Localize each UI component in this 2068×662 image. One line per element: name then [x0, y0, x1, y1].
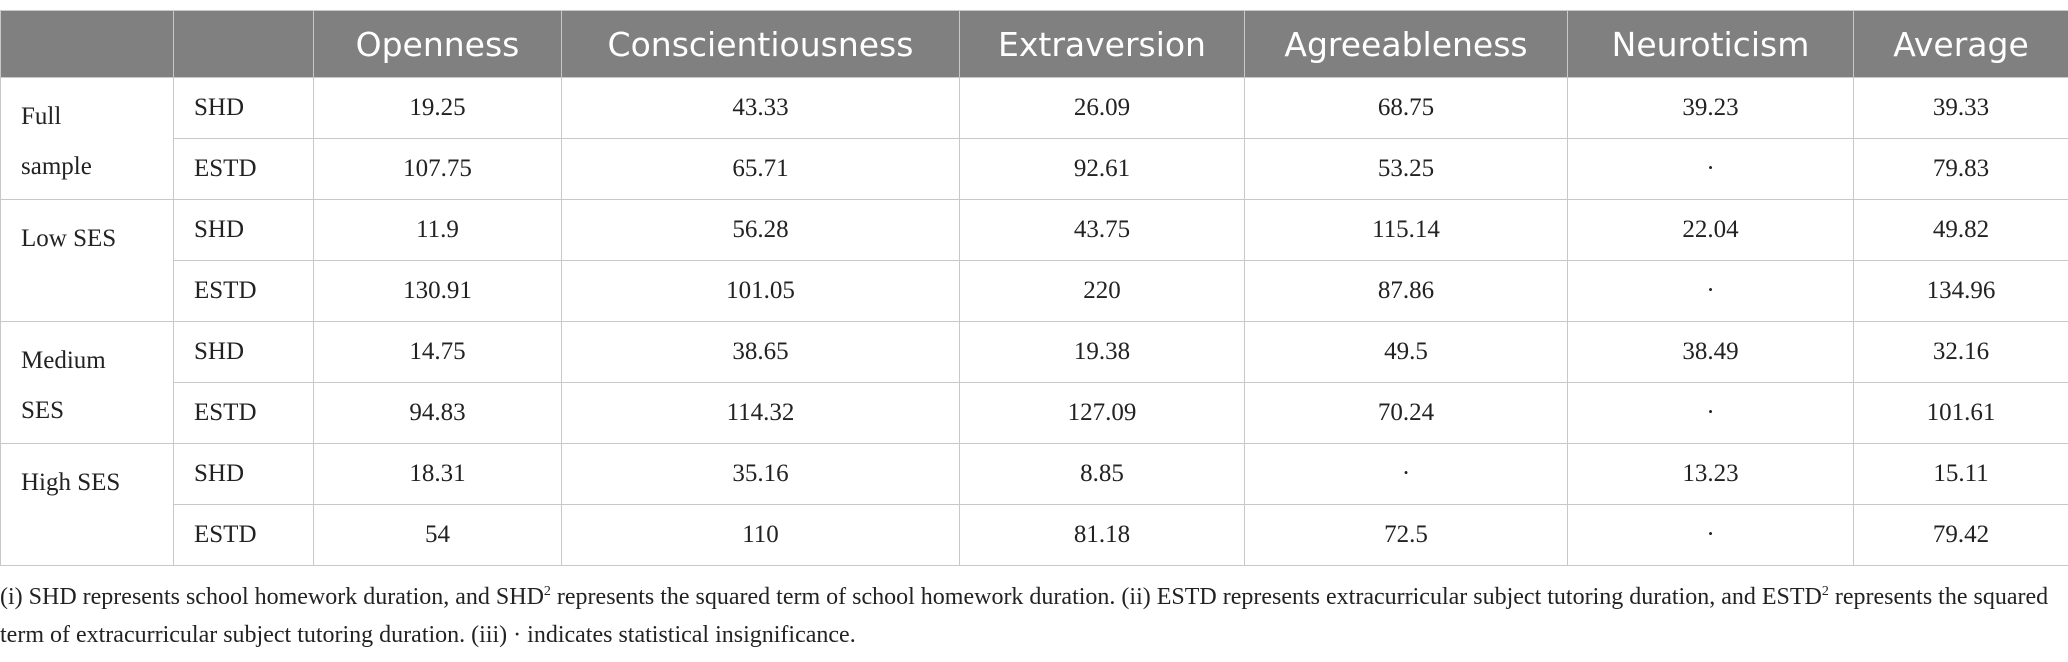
- group-label: Medium SES: [21, 347, 106, 424]
- value-cell: 56.28: [561, 199, 960, 261]
- table-body: Full sample SHD 19.25 43.33 26.09 68.75 39.23 3…: [0, 77, 2068, 566]
- value-cell: ·: [1567, 260, 1854, 322]
- value-cell: 49.5: [1244, 321, 1568, 383]
- measure-cell: SHD: [173, 199, 314, 261]
- value-cell: ·: [1567, 504, 1854, 566]
- value-cell: ·: [1244, 443, 1568, 505]
- footnote: (i) SHD represents school homework durat…: [0, 578, 2060, 654]
- superscript: 2: [1821, 584, 1829, 599]
- value-cell: 101.61: [1853, 382, 2068, 444]
- value-cell: 38.49: [1567, 321, 1854, 383]
- measure-cell: SHD: [173, 443, 314, 505]
- table-row: High SES SHD 18.31 35.16 8.85 · 13.23 15.11: [0, 443, 2068, 566]
- footnote-text: represents the squared term of school ho…: [550, 584, 1822, 610]
- value-cell: 220: [959, 260, 1245, 322]
- table-row: Low SES SHD 11.9 56.28 43.75 115.14 22.04 49.82: [0, 199, 2068, 322]
- group-label: Low SES: [21, 225, 117, 252]
- value-cell: 19.38: [959, 321, 1245, 383]
- header-cell: [0, 10, 174, 78]
- value-cell: 72.5: [1244, 504, 1568, 566]
- value-cell: 53.25: [1244, 138, 1568, 200]
- table-row: ESTD 94.83 114.32 127.09 70.24 · 101.61: [1, 382, 2068, 444]
- measure-cell: ESTD: [173, 504, 314, 566]
- value-cell: 38.65: [561, 321, 960, 383]
- value-cell: 54: [313, 504, 562, 566]
- header-cell: Neuroticism: [1567, 10, 1854, 78]
- table-row: Medium SES SHD 14.75 38.65 19.38 49.5 38.49 32.…: [0, 321, 2068, 444]
- value-cell: 26.09: [959, 77, 1245, 139]
- data-table: Openness Conscientiousness Extraversion Agr…: [0, 10, 2068, 566]
- value-cell: 11.9: [313, 199, 562, 261]
- value-cell: 110: [561, 504, 960, 566]
- footnote-text: (i) SHD represents school homework durat…: [0, 584, 544, 610]
- header-cell: [173, 10, 314, 78]
- measure-cell: ESTD: [173, 260, 314, 322]
- value-cell: 18.31: [313, 443, 562, 505]
- value-cell: 39.23: [1567, 77, 1854, 139]
- value-cell: 79.42: [1853, 504, 2068, 566]
- value-cell: 115.14: [1244, 199, 1568, 261]
- value-cell: 130.91: [313, 260, 562, 322]
- value-cell: 127.09: [959, 382, 1245, 444]
- group-label: High SES: [21, 469, 121, 496]
- value-cell: 107.75: [313, 138, 562, 200]
- header-cell: Extraversion: [959, 10, 1245, 78]
- group-cell: Low SES: [0, 199, 174, 322]
- value-cell: 49.82: [1853, 199, 2068, 261]
- value-cell: 92.61: [959, 138, 1245, 200]
- value-cell: 70.24: [1244, 382, 1568, 444]
- value-cell: 13.23: [1567, 443, 1854, 505]
- table-row: Full sample SHD 19.25 43.33 26.09 68.75 39.23 3…: [0, 77, 2068, 200]
- value-cell: ·: [1567, 138, 1854, 200]
- measure-cell: SHD: [173, 77, 314, 139]
- value-cell: 68.75: [1244, 77, 1568, 139]
- value-cell: 35.16: [561, 443, 960, 505]
- header-row: Openness Conscientiousness Extraversion Agr…: [0, 10, 2068, 78]
- value-cell: 134.96: [1853, 260, 2068, 322]
- table-row: ESTD 107.75 65.71 92.61 53.25 · 79.83: [1, 138, 2068, 200]
- value-cell: ·: [1567, 382, 1854, 444]
- value-cell: 94.83: [313, 382, 562, 444]
- header-cell: Conscientiousness: [561, 10, 960, 78]
- footnote-text: represents the squared term of extracurr…: [0, 584, 2049, 648]
- superscript: 2: [543, 584, 551, 599]
- value-cell: 39.33: [1853, 77, 2068, 139]
- measure-cell: ESTD: [173, 138, 314, 200]
- value-cell: 15.11: [1853, 443, 2068, 505]
- value-cell: 101.05: [561, 260, 960, 322]
- table-row: ESTD 130.91 101.05 220 87.86 · 134.96: [1, 260, 2068, 322]
- value-cell: 19.25: [313, 77, 562, 139]
- value-cell: 87.86: [1244, 260, 1568, 322]
- group-cell: Medium SES: [0, 321, 174, 444]
- header-cell: Average: [1853, 10, 2068, 78]
- value-cell: 32.16: [1853, 321, 2068, 383]
- value-cell: 43.75: [959, 199, 1245, 261]
- value-cell: 114.32: [561, 382, 960, 444]
- value-cell: 79.83: [1853, 138, 2068, 200]
- value-cell: 81.18: [959, 504, 1245, 566]
- value-cell: 65.71: [561, 138, 960, 200]
- measure-cell: SHD: [173, 321, 314, 383]
- group-label: Full sample: [21, 103, 92, 180]
- measure-cell: ESTD: [173, 382, 314, 444]
- header-cell: Openness: [313, 10, 562, 78]
- group-cell: Full sample: [0, 77, 174, 200]
- value-cell: 8.85: [959, 443, 1245, 505]
- value-cell: 22.04: [1567, 199, 1854, 261]
- value-cell: 43.33: [561, 77, 960, 139]
- header-cell: Agreeableness: [1244, 10, 1568, 78]
- group-cell: High SES: [0, 443, 174, 566]
- table-row: ESTD 54 110 81.18 72.5 · 79.42: [1, 504, 2068, 566]
- value-cell: 14.75: [313, 321, 562, 383]
